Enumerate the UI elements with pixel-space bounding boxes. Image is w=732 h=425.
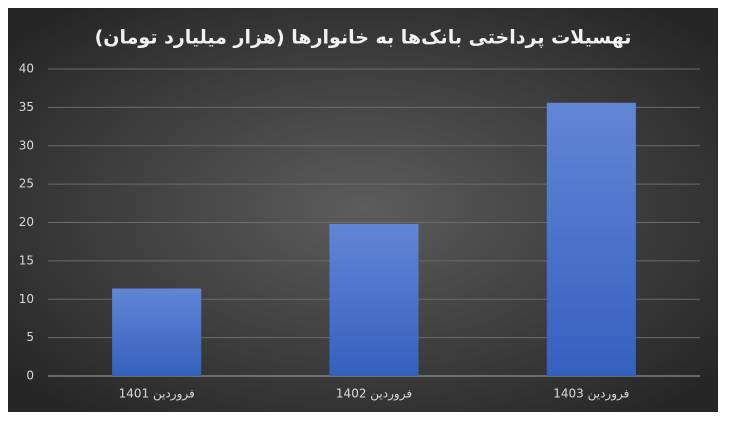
x-tick-label: فروردین 1403 (553, 387, 629, 402)
y-tick-label: 10 (19, 292, 34, 306)
x-tick-label: فروردین 1401 (119, 387, 195, 402)
bar (329, 224, 419, 376)
y-tick-label: 30 (19, 138, 34, 152)
x-tick-label: فروردین 1402 (336, 387, 412, 402)
y-tick-label: 15 (19, 253, 34, 267)
y-tick-label: 20 (19, 215, 34, 229)
y-tick-label: 25 (19, 177, 34, 191)
y-tick-label: 5 (26, 330, 34, 344)
bar (546, 102, 636, 377)
bar (112, 288, 202, 376)
y-tick-label: 35 (19, 100, 34, 114)
chart-title: تهسیلات پرداختی بانک‌ها به خانوارها (هزا… (95, 27, 632, 49)
y-tick-label: 40 (19, 62, 34, 76)
y-tick-label: 0 (26, 369, 34, 383)
